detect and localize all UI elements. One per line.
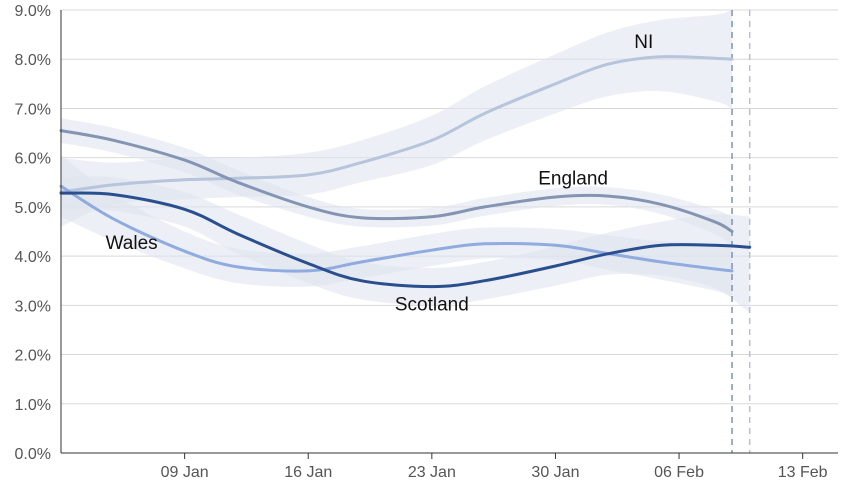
x-tick-label: 06 Feb bbox=[654, 464, 704, 481]
series-line-scotland bbox=[59, 191, 752, 289]
x-tick-label: 23 Jan bbox=[408, 464, 456, 481]
confidence-band-england bbox=[61, 118, 732, 247]
y-tick-label: 7.0% bbox=[15, 101, 51, 118]
series-label-england: England bbox=[538, 169, 608, 190]
x-tick-label: 30 Jan bbox=[531, 464, 579, 481]
series-label-scotland: Scotland bbox=[395, 295, 469, 316]
series-label-wales: Wales bbox=[106, 233, 158, 254]
confidence-bands bbox=[61, 10, 750, 313]
y-tick-label: 8.0% bbox=[15, 52, 51, 69]
x-tick-label: 09 Jan bbox=[161, 464, 209, 481]
y-tick-label: 0.0% bbox=[15, 446, 51, 463]
series-labels: NI England Wales Scotland bbox=[106, 32, 654, 315]
y-tick-label: 6.0% bbox=[15, 151, 51, 168]
y-tick-label: 2.0% bbox=[15, 348, 51, 365]
axes: 0.0% 1.0% 2.0% 3.0% 4.0% 5.0% 6.0% 7.0% 8.0% 9.0%… bbox=[15, 3, 838, 481]
x-tick-label: 16 Jan bbox=[284, 464, 332, 481]
series-lines bbox=[59, 55, 752, 289]
series-line-ni bbox=[59, 55, 734, 194]
x-tick-label: 13 Feb bbox=[778, 464, 828, 481]
y-tick-label: 4.0% bbox=[15, 249, 51, 266]
series-line-england bbox=[59, 129, 734, 233]
series-label-ni: NI bbox=[634, 32, 653, 53]
y-tick-label: 3.0% bbox=[15, 298, 51, 315]
confidence-band-scotland bbox=[61, 176, 750, 313]
series-line-wales bbox=[59, 184, 734, 273]
y-tick-label: 9.0% bbox=[15, 3, 51, 20]
y-tick-label: 1.0% bbox=[15, 397, 51, 414]
y-tick-label: 5.0% bbox=[15, 200, 51, 217]
